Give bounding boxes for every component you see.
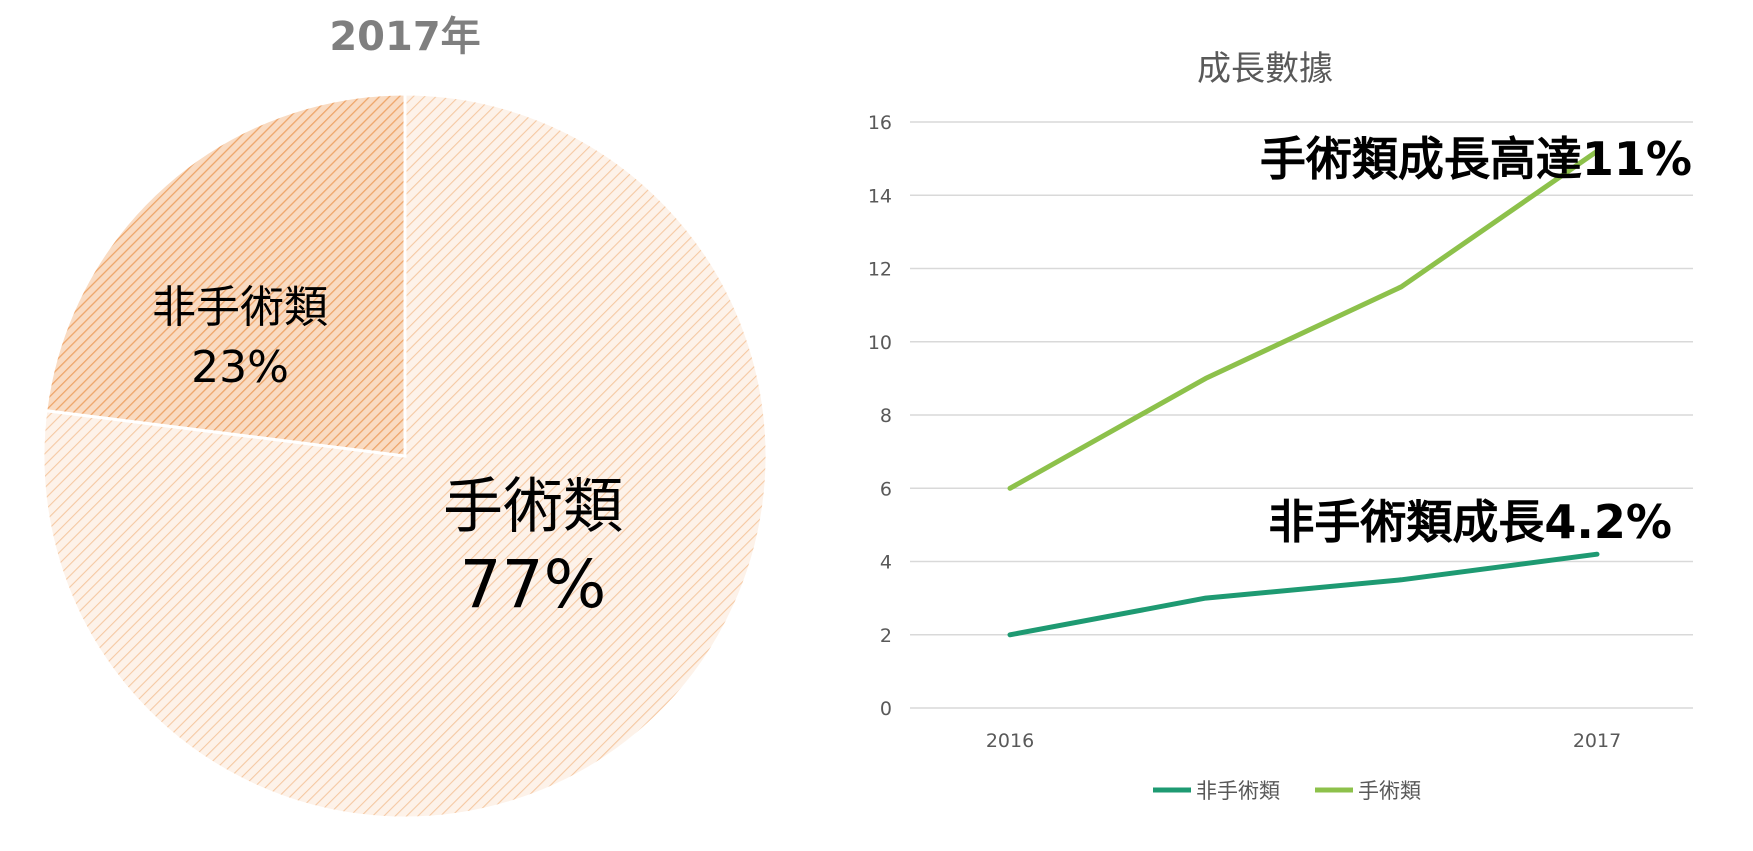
y-tick-label: 6 bbox=[880, 478, 892, 500]
y-tick-label: 4 bbox=[880, 552, 892, 574]
y-tick-label: 10 bbox=[868, 332, 892, 354]
series-lines bbox=[1007, 148, 1600, 638]
pie-slice-non-surgical bbox=[44, 92, 407, 458]
annotation-non-surgical-growth: 非手術類成長4.2% bbox=[1268, 495, 1672, 549]
pie-chart: 2017年 手術類 77% 非手術類 23% bbox=[41, 14, 769, 820]
series-line bbox=[1007, 148, 1600, 491]
pie-label-non-surgical-value: 23% bbox=[191, 342, 289, 393]
y-tick-label: 14 bbox=[868, 185, 892, 207]
line-title: 成長數據 bbox=[1197, 49, 1333, 89]
pie-label-surgical-name: 手術類 bbox=[443, 472, 623, 542]
legend-label-surgical: 手術類 bbox=[1358, 779, 1421, 803]
grid bbox=[910, 121, 1693, 709]
y-tick-label: 8 bbox=[880, 405, 892, 427]
y-tick-label: 16 bbox=[868, 112, 892, 134]
pie-label-surgical-value: 77% bbox=[460, 546, 607, 623]
x-tick-label: 2017 bbox=[1573, 730, 1621, 752]
series-line bbox=[1007, 551, 1600, 638]
y-tick-label: 0 bbox=[880, 698, 892, 720]
pie-label-non-surgical-name: 非手術類 bbox=[152, 282, 328, 333]
x-tick-label: 2016 bbox=[986, 730, 1034, 752]
pie-title: 2017年 bbox=[329, 14, 480, 60]
x-axis-ticks: 2016 2017 bbox=[986, 730, 1621, 752]
legend-label-non-surgical: 非手術類 bbox=[1196, 779, 1280, 803]
y-tick-label: 2 bbox=[880, 625, 892, 647]
y-tick-label: 12 bbox=[868, 259, 892, 281]
annotation-surgical-growth: 手術類成長高達11% bbox=[1260, 132, 1692, 186]
legend: 非手術類 手術類 bbox=[1153, 779, 1421, 803]
y-axis-ticks: 0 2 4 6 8 10 12 14 16 bbox=[868, 112, 892, 720]
